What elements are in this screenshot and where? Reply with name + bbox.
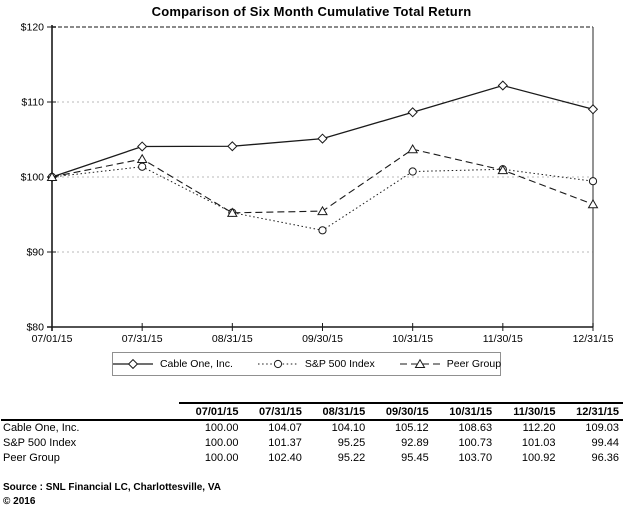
table-cell: 101.03: [521, 436, 556, 449]
series-cable-one-inc: [46, 80, 599, 183]
table-cell: 102.40: [268, 451, 302, 464]
x-axis-label: 07/01/15: [32, 333, 73, 345]
table-cell: 95.25: [337, 436, 366, 449]
table-header-row: 07/01/15 07/31/15 08/31/15 09/30/15 10/31/15…: [1, 402, 623, 421]
x-axis-label: 12/31/15: [573, 333, 614, 345]
diamond-marker-icon: [227, 141, 238, 152]
diamond-marker-icon: [127, 358, 139, 370]
series-line: [51, 166, 594, 231]
table-row: S&P 500 Index 100.00 101.37 95.25 92.89 100.7…: [1, 435, 623, 450]
triangle-marker-icon: [317, 205, 328, 216]
table-header: 12/31/15: [559, 402, 623, 421]
source-note: Source : SNL Financial LC, Charlottesvil…: [3, 482, 222, 493]
table-cell: 100.00: [204, 422, 239, 434]
returns-table-section: 07/01/15 07/31/15 08/31/15 09/30/15 10/31/15…: [1, 402, 623, 465]
returns-table: 07/01/15 07/31/15 08/31/15 09/30/15 10/31/15…: [1, 402, 623, 465]
table-cell: 100.00: [204, 451, 239, 464]
table-cell: 108.63: [458, 422, 493, 434]
legend-entry-peer-group: Peer Group: [399, 358, 501, 370]
x-axis-label: 07/31/15: [122, 333, 163, 345]
legend-entry-cable-one-inc: Cable One, Inc.: [112, 358, 233, 370]
y-axis-label: $90: [26, 247, 44, 259]
row-label: S&P 500 Index: [3, 436, 77, 449]
table-row: Peer Group 100.00 102.40 95.22 95.45 103.70 10…: [1, 450, 623, 465]
table-cell: 112.20: [522, 422, 556, 434]
table-cell: 104.10: [331, 422, 366, 434]
chart-title: Comparison of Six Month Cumulative Total…: [151, 4, 472, 19]
circle-marker-icon: [138, 162, 147, 171]
triangle-marker-icon: [587, 198, 599, 209]
x-axis-label: 10/31/15: [392, 333, 433, 345]
table-cell: 101.37: [268, 436, 302, 449]
triangle-marker-icon: [407, 143, 419, 154]
circle-marker-icon: [318, 226, 327, 235]
table-row: Cable One, Inc. 100.00 104.07 104.10 105.12 1…: [1, 420, 623, 435]
chart-legend: Cable One, Inc. S&P 500 Index Peer Group: [112, 352, 501, 376]
series-line: [51, 148, 594, 214]
legend-entry-s-p-500-index: S&P 500 Index: [257, 358, 375, 370]
footer: Source : SNL Financial LC, Charlottesvil…: [3, 481, 221, 509]
table-cell: 100.00: [204, 436, 239, 449]
legend-label: S&P 500 Index: [304, 358, 375, 370]
row-label: Cable One, Inc.: [3, 422, 80, 434]
diamond-legend-sample-icon: [112, 358, 153, 370]
series-s-p-500-index: [47, 162, 598, 235]
diamond-marker-icon: [497, 80, 508, 91]
triangle-marker-icon: [414, 358, 426, 368]
legend-label: Peer Group: [446, 358, 502, 370]
row-label: Peer Group: [3, 451, 60, 464]
table-cell: 103.70: [458, 451, 493, 464]
triangle-marker-icon: [136, 153, 148, 163]
table-header: 10/31/15: [432, 402, 497, 421]
table-header: 11/30/15: [496, 402, 560, 421]
diamond-marker-icon: [137, 141, 148, 152]
circle-legend-sample-icon: [257, 359, 298, 369]
series-peer-group: [46, 143, 599, 217]
table-cell: 95.22: [337, 451, 366, 464]
table-header: 07/01/15: [179, 402, 243, 421]
diamond-marker-icon: [407, 107, 418, 118]
table-cell: 105.12: [395, 422, 429, 434]
y-axis-label: $120: [21, 22, 45, 34]
x-axis-label: 11/30/15: [483, 333, 523, 345]
table-header: 09/30/15: [369, 402, 433, 421]
triangle-legend-sample-icon: [399, 358, 440, 368]
triangle-marker-icon: [46, 171, 58, 181]
circle-marker-icon: [273, 359, 283, 369]
y-axis-label: $80: [26, 322, 44, 334]
table-cell: 92.89: [401, 436, 429, 449]
y-axis-label: $100: [21, 172, 45, 184]
table-cell: 95.45: [401, 451, 429, 464]
y-axis-label: $110: [21, 97, 44, 109]
table-cell: 109.03: [585, 422, 619, 434]
table-cell: 104.07: [268, 422, 302, 434]
table-corner: [1, 403, 180, 421]
table-cell: 96.36: [591, 451, 619, 464]
triangle-marker-icon: [497, 164, 509, 175]
table-header: 08/31/15: [305, 402, 370, 421]
table-cell: 100.92: [521, 451, 556, 464]
x-axis-label: 08/31/15: [212, 333, 253, 345]
copyright-note: © 2016: [3, 496, 36, 507]
circle-marker-icon: [588, 177, 598, 186]
circle-marker-icon: [408, 167, 417, 176]
diamond-marker-icon: [317, 133, 328, 144]
series-line: [51, 84, 594, 178]
legend-label: Cable One, Inc.: [159, 358, 233, 370]
table-cell: 99.44: [591, 436, 619, 449]
x-axis-label: 09/30/15: [302, 333, 343, 345]
triangle-marker-icon: [226, 207, 238, 217]
diamond-marker-icon: [587, 104, 599, 115]
table-header: 07/31/15: [242, 402, 306, 421]
table-cell: 100.73: [458, 436, 493, 449]
